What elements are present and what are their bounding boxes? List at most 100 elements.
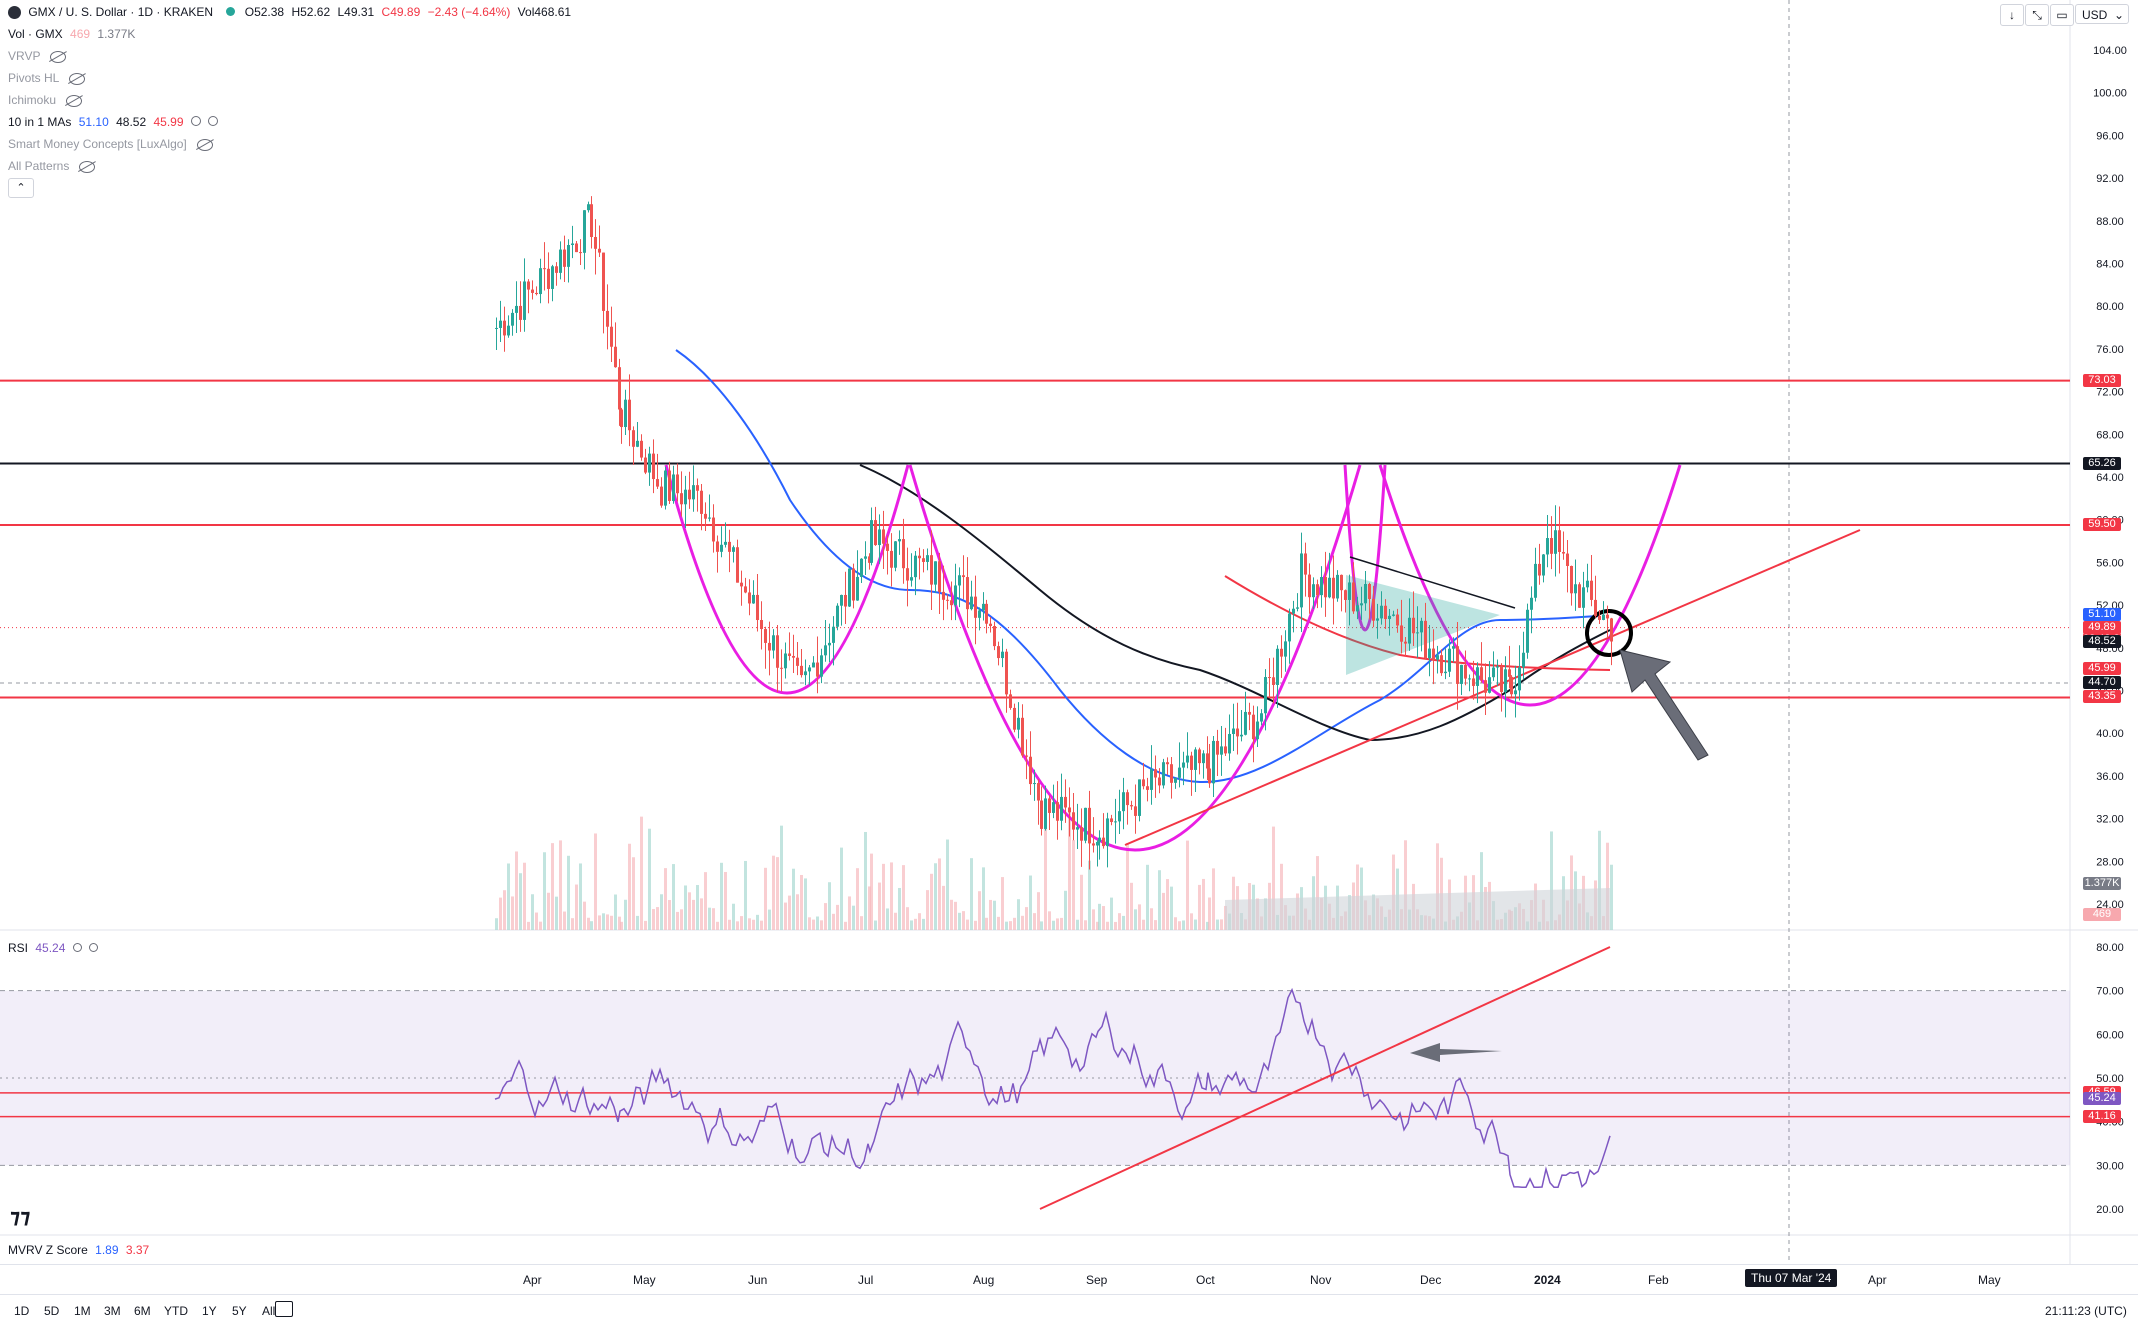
rsi-legend[interactable]: RSI 45.24 [8,940,102,956]
candle-body [1554,530,1557,554]
rsi-axis-label: 20.00 [2096,1204,2124,1216]
candle-body [628,399,631,431]
hidden-eye-icon[interactable] [79,160,96,173]
settings-icon[interactable] [72,943,82,952]
collapse-icon[interactable]: ⤡ [2025,4,2049,26]
candle-body [1396,614,1399,626]
tradingview-logo-icon[interactable]: ⁊⁊ [10,1204,31,1228]
candle-body [610,326,613,347]
volume-bar [594,833,597,930]
candle-body [764,629,767,643]
hidden-eye-icon[interactable] [196,138,213,151]
drawings [664,349,1861,930]
volume-bar [860,916,863,930]
range-button-all[interactable]: All [262,1304,276,1318]
pivots-label: Pivots HL [8,71,60,85]
volume-bar [1212,868,1215,930]
volume-bar [640,816,643,930]
ichimoku-label: Ichimoku [8,93,57,107]
volume-bar [1025,907,1028,930]
candle-body [1566,553,1569,566]
candle-body [1216,740,1219,755]
volume-bar [1142,919,1145,930]
vol-legend[interactable]: Vol · GMX 469 1.377K [8,26,139,42]
range-button-3m[interactable]: 3M [104,1304,121,1318]
volume-bar [926,890,929,930]
range-button-6m[interactable]: 6M [134,1304,151,1318]
symbol-legend[interactable]: GMX / U. S. Dollar · 1D · KRAKEN O52.38 … [8,4,575,20]
candle-body [515,305,518,313]
volume-bar [1060,917,1063,930]
currency-select[interactable]: USD ⌄ [2075,4,2129,24]
candle-body [914,555,917,578]
hidden-eye-icon[interactable] [69,72,86,85]
candle-body [890,550,893,568]
settings-icon[interactable] [190,116,201,126]
time-axis[interactable]: Apr May Jun Jul Aug Sep Oct Nov Dec 2024 Feb Apr May… [0,1264,2138,1293]
candle-body [1464,664,1467,679]
more-icon[interactable] [89,943,99,952]
time-axis-label: Jul [858,1273,874,1287]
candle-body [906,568,909,581]
candle-body [652,453,655,480]
candle-body [668,470,671,501]
candle-body [1232,728,1235,734]
patterns-legend[interactable]: All Patterns [8,158,99,174]
candle-body [724,541,727,545]
candle-body [1021,717,1024,756]
candle-body [1244,711,1247,735]
volume-bar [656,907,659,930]
collapse-legend-button[interactable]: ⌃ [8,178,34,198]
candle-body [1522,652,1525,668]
candle-body [559,249,562,273]
mas-legend[interactable]: 10 in 1 MAs 51.10 48.52 45.99 [8,114,222,130]
vrvp-legend[interactable]: VRVP [8,48,70,64]
range-button-5d[interactable]: 5D [44,1304,60,1318]
candle-body [636,440,639,447]
range-button-5y[interactable]: 5Y [232,1304,247,1318]
range-button-1m[interactable]: 1M [74,1304,91,1318]
volume-bar [712,908,715,930]
candle-body [1068,807,1071,813]
fullscreen-icon[interactable]: ▭ [2050,4,2074,26]
candle-body [1610,618,1613,642]
vol-label: Vol · GMX [8,27,63,41]
smc-legend[interactable]: Smart Money Concepts [LuxAlgo] [8,136,217,152]
scroll-down-icon[interactable]: ↓ [2000,4,2024,26]
volume-bar [752,919,755,930]
ichimoku-legend[interactable]: Ichimoku [8,92,86,108]
candle-body [1518,667,1521,691]
volume-bar [511,896,514,930]
candle-body [1308,574,1311,598]
candle-body [808,667,811,672]
volume-bar [535,912,538,930]
candle-body [962,575,965,578]
mvrv-legend[interactable]: MVRV Z Score 1.89 3.37 [8,1242,153,1258]
hidden-eye-icon[interactable] [66,94,83,107]
calendar-icon[interactable] [275,1301,293,1317]
volume-bar [930,873,933,930]
more-icon[interactable] [208,116,219,126]
volume-bar [1480,852,1483,930]
range-button-1y[interactable]: 1Y [202,1304,217,1318]
candle-body [1228,733,1231,754]
hidden-eye-icon[interactable] [50,50,67,63]
candle-body [1504,669,1507,692]
volume-bar [567,855,570,930]
candle-body [1092,843,1095,846]
ma-value-2: 48.52 [116,115,147,129]
candle-body [848,568,851,607]
price-tag: 65.26 [2083,456,2121,470]
volume-bar [527,921,530,930]
range-button-ytd[interactable]: YTD [164,1304,188,1318]
range-button-1d[interactable]: 1D [14,1304,30,1318]
candle-body [744,586,747,593]
candle-body [567,245,570,267]
arrow-shape [1619,649,1709,761]
candle-body [1424,620,1427,659]
candle-body [922,558,925,562]
candle-body [1356,605,1359,612]
candle-body [1448,648,1451,672]
pivots-legend[interactable]: Pivots HL [8,70,89,86]
